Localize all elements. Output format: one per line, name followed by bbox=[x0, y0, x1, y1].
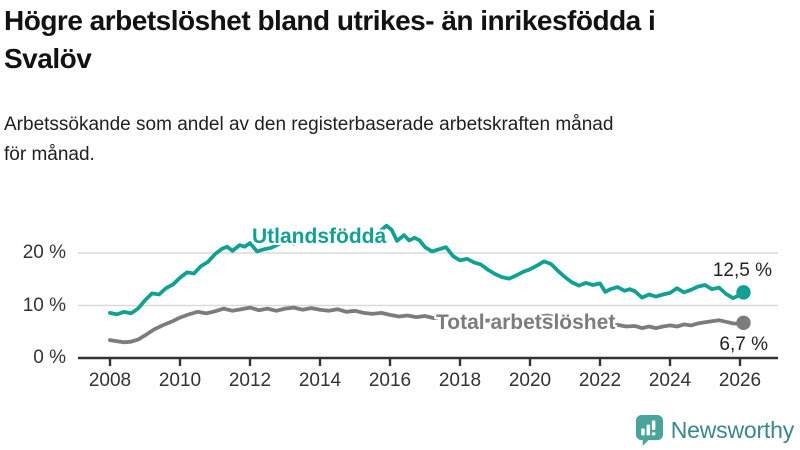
x-tick-label: 2010 bbox=[158, 370, 202, 391]
x-tick-label: 2014 bbox=[298, 370, 342, 391]
y-tick-label: 20 % bbox=[22, 242, 66, 263]
x-tick-label: 2024 bbox=[648, 370, 692, 391]
newsworthy-logo-text: Newsworthy bbox=[670, 416, 794, 443]
x-tick-label: 2026 bbox=[718, 370, 762, 391]
end-value-utlandsfodda: 12,5 % bbox=[712, 260, 772, 281]
x-tick-label: 2022 bbox=[578, 370, 622, 391]
series-line bbox=[108, 223, 746, 317]
series-label-utlandsfodda: Utlandsfödda bbox=[252, 225, 387, 248]
end-value-total-arbetsloshet: 6,7 % bbox=[719, 334, 768, 355]
series-label-total-arbetsloshet: Total arbetslöshet bbox=[436, 311, 616, 334]
series-line bbox=[108, 305, 746, 345]
x-tick-label: 2016 bbox=[368, 370, 412, 391]
x-tick-label: 2020 bbox=[508, 370, 552, 391]
x-tick-label: 2008 bbox=[88, 370, 132, 391]
series-end-dot bbox=[736, 315, 751, 331]
chart-subtitle: Arbetssökande som andel av den registerb… bbox=[4, 114, 614, 166]
newsworthy-logo[interactable]: Newsworthy bbox=[633, 414, 794, 446]
x-tick-label: 2018 bbox=[438, 370, 482, 391]
page-title: Högre arbetslöshet bland utrikes- än inr… bbox=[4, 5, 656, 74]
y-tick-label: 0 % bbox=[33, 347, 66, 368]
series-end-dot bbox=[736, 285, 751, 300]
newsworthy-chart-bubble-icon bbox=[633, 414, 664, 446]
x-tick-label: 2012 bbox=[228, 370, 272, 391]
y-tick-label: 10 % bbox=[22, 294, 66, 316]
